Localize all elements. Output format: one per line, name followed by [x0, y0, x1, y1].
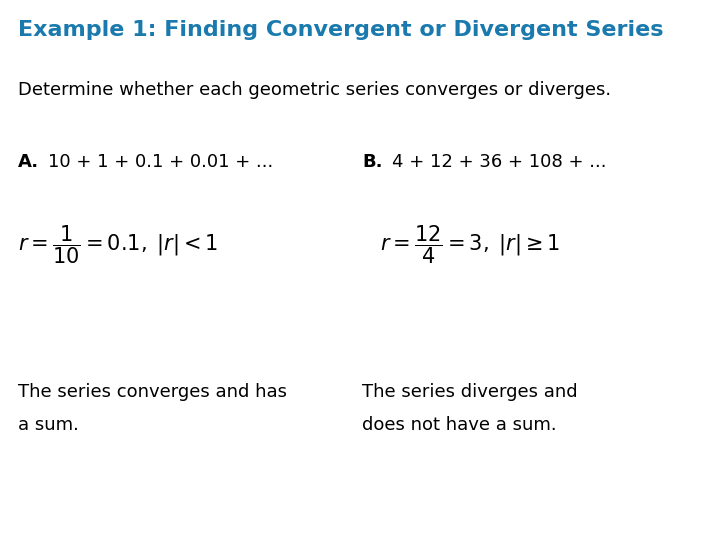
Text: does not have a sum.: does not have a sum. [362, 416, 557, 434]
Text: The series converges and has: The series converges and has [18, 383, 287, 401]
Text: 10 + 1 + 0.1 + 0.01 + ...: 10 + 1 + 0.1 + 0.01 + ... [48, 153, 274, 171]
Text: Determine whether each geometric series converges or diverges.: Determine whether each geometric series … [18, 81, 611, 99]
Text: $r = \dfrac{1}{10} = 0.1, \; |r| < 1$: $r = \dfrac{1}{10} = 0.1, \; |r| < 1$ [18, 224, 218, 266]
Text: 4 + 12 + 36 + 108 + ...: 4 + 12 + 36 + 108 + ... [392, 153, 606, 171]
Text: The series diverges and: The series diverges and [362, 383, 577, 401]
Text: $r = \dfrac{12}{4} = 3, \; |r| \geq 1$: $r = \dfrac{12}{4} = 3, \; |r| \geq 1$ [380, 224, 560, 266]
Text: a sum.: a sum. [18, 416, 79, 434]
Text: Example 1: Finding Convergent or Divergent Series: Example 1: Finding Convergent or Diverge… [18, 20, 664, 40]
Text: A.: A. [18, 153, 39, 171]
Text: B.: B. [362, 153, 382, 171]
